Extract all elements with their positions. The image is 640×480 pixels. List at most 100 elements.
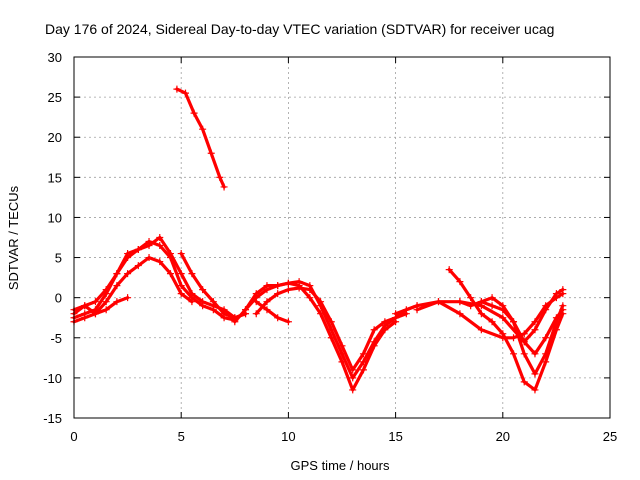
data-point: [488, 302, 496, 310]
data-point: [181, 89, 189, 97]
y-tick-label: 20: [48, 130, 62, 145]
data-point: [156, 242, 164, 250]
data-point: [381, 318, 389, 326]
data-point: [166, 270, 174, 278]
data-point: [102, 286, 110, 294]
data-point: [359, 350, 367, 358]
data-point: [284, 279, 292, 287]
data-point: [216, 173, 224, 181]
y-tick-label: 25: [48, 90, 62, 105]
data-point: [242, 306, 250, 314]
x-tick-label: 5: [178, 429, 185, 444]
series-arc-15: [477, 298, 567, 358]
data-point: [188, 290, 196, 298]
y-tick-label: -15: [43, 411, 62, 426]
data-point: [209, 298, 217, 306]
series-arc-12: [413, 290, 567, 342]
data-point: [520, 338, 528, 346]
x-tick-label: 0: [70, 429, 77, 444]
data-point: [274, 282, 282, 290]
data-point: [166, 250, 174, 258]
data-point: [510, 334, 518, 342]
data-point: [456, 278, 464, 286]
data-point: [531, 318, 539, 326]
data-point: [156, 234, 164, 241]
data-point: [177, 250, 185, 258]
y-tick-label: 30: [48, 50, 62, 65]
data-point: [295, 284, 303, 292]
data-point: [477, 310, 485, 318]
data-point: [177, 282, 185, 290]
series-arc-13: [445, 266, 567, 394]
data-point: [102, 298, 110, 306]
series-arc-9: [252, 284, 421, 374]
data-point: [499, 314, 507, 322]
data-point: [113, 298, 121, 306]
y-tick-label: -10: [43, 371, 62, 386]
data-point: [134, 246, 142, 254]
data-point: [370, 326, 378, 334]
series-arc-5: [173, 85, 228, 191]
data-point: [531, 350, 539, 358]
data-point: [199, 125, 207, 133]
series-group: [70, 85, 567, 394]
y-tick-label: 10: [48, 210, 62, 225]
y-axis-label: SDTVAR / TECUs: [6, 185, 21, 290]
data-point: [542, 334, 550, 342]
data-point: [284, 286, 292, 294]
data-point: [252, 298, 260, 306]
data-point: [306, 294, 314, 302]
data-point: [263, 282, 271, 290]
chart-title: Day 176 of 2024, Sidereal Day-to-day VTE…: [45, 21, 554, 37]
series-line: [233, 281, 398, 392]
data-point: [477, 298, 485, 306]
data-point: [220, 183, 228, 191]
data-point: [542, 358, 550, 366]
y-tick-label: 15: [48, 170, 62, 185]
data-point: [520, 330, 528, 338]
data-point: [199, 286, 207, 294]
series-arc-10: [252, 298, 292, 326]
data-point: [488, 294, 496, 302]
series-arc-4: [70, 294, 132, 318]
data-point: [520, 350, 528, 358]
data-point: [327, 318, 335, 326]
data-point: [91, 310, 99, 318]
data-point: [188, 270, 196, 278]
x-tick-label: 15: [388, 429, 402, 444]
x-tick-label: 20: [496, 429, 510, 444]
data-point: [542, 350, 550, 358]
data-point: [124, 270, 132, 278]
data-point: [156, 258, 164, 266]
data-point: [467, 302, 475, 310]
series-arc-14: [456, 294, 567, 378]
data-point: [349, 386, 357, 394]
series-line: [243, 280, 408, 380]
data-point: [456, 298, 464, 306]
data-point: [542, 302, 550, 310]
series-line: [72, 296, 130, 316]
data-point: [552, 314, 560, 322]
data-point: [263, 298, 271, 306]
data-point: [531, 326, 539, 334]
series-line: [447, 268, 565, 392]
data-point: [145, 242, 153, 250]
data-point: [102, 306, 110, 314]
data-point: [359, 366, 367, 374]
data-point: [252, 290, 260, 298]
x-tick-label: 25: [603, 429, 617, 444]
data-point: [177, 290, 185, 298]
plot-frame: [73, 56, 611, 419]
data-point: [392, 310, 400, 318]
data-point: [499, 306, 507, 314]
data-point: [274, 314, 282, 322]
data-point: [113, 282, 121, 290]
data-point: [434, 298, 442, 306]
data-point: [488, 318, 496, 326]
data-point: [359, 358, 367, 366]
data-point: [295, 278, 303, 286]
data-point: [252, 310, 260, 318]
x-axis-label: GPS time / hours: [291, 458, 390, 473]
x-tick-label: 10: [281, 429, 295, 444]
